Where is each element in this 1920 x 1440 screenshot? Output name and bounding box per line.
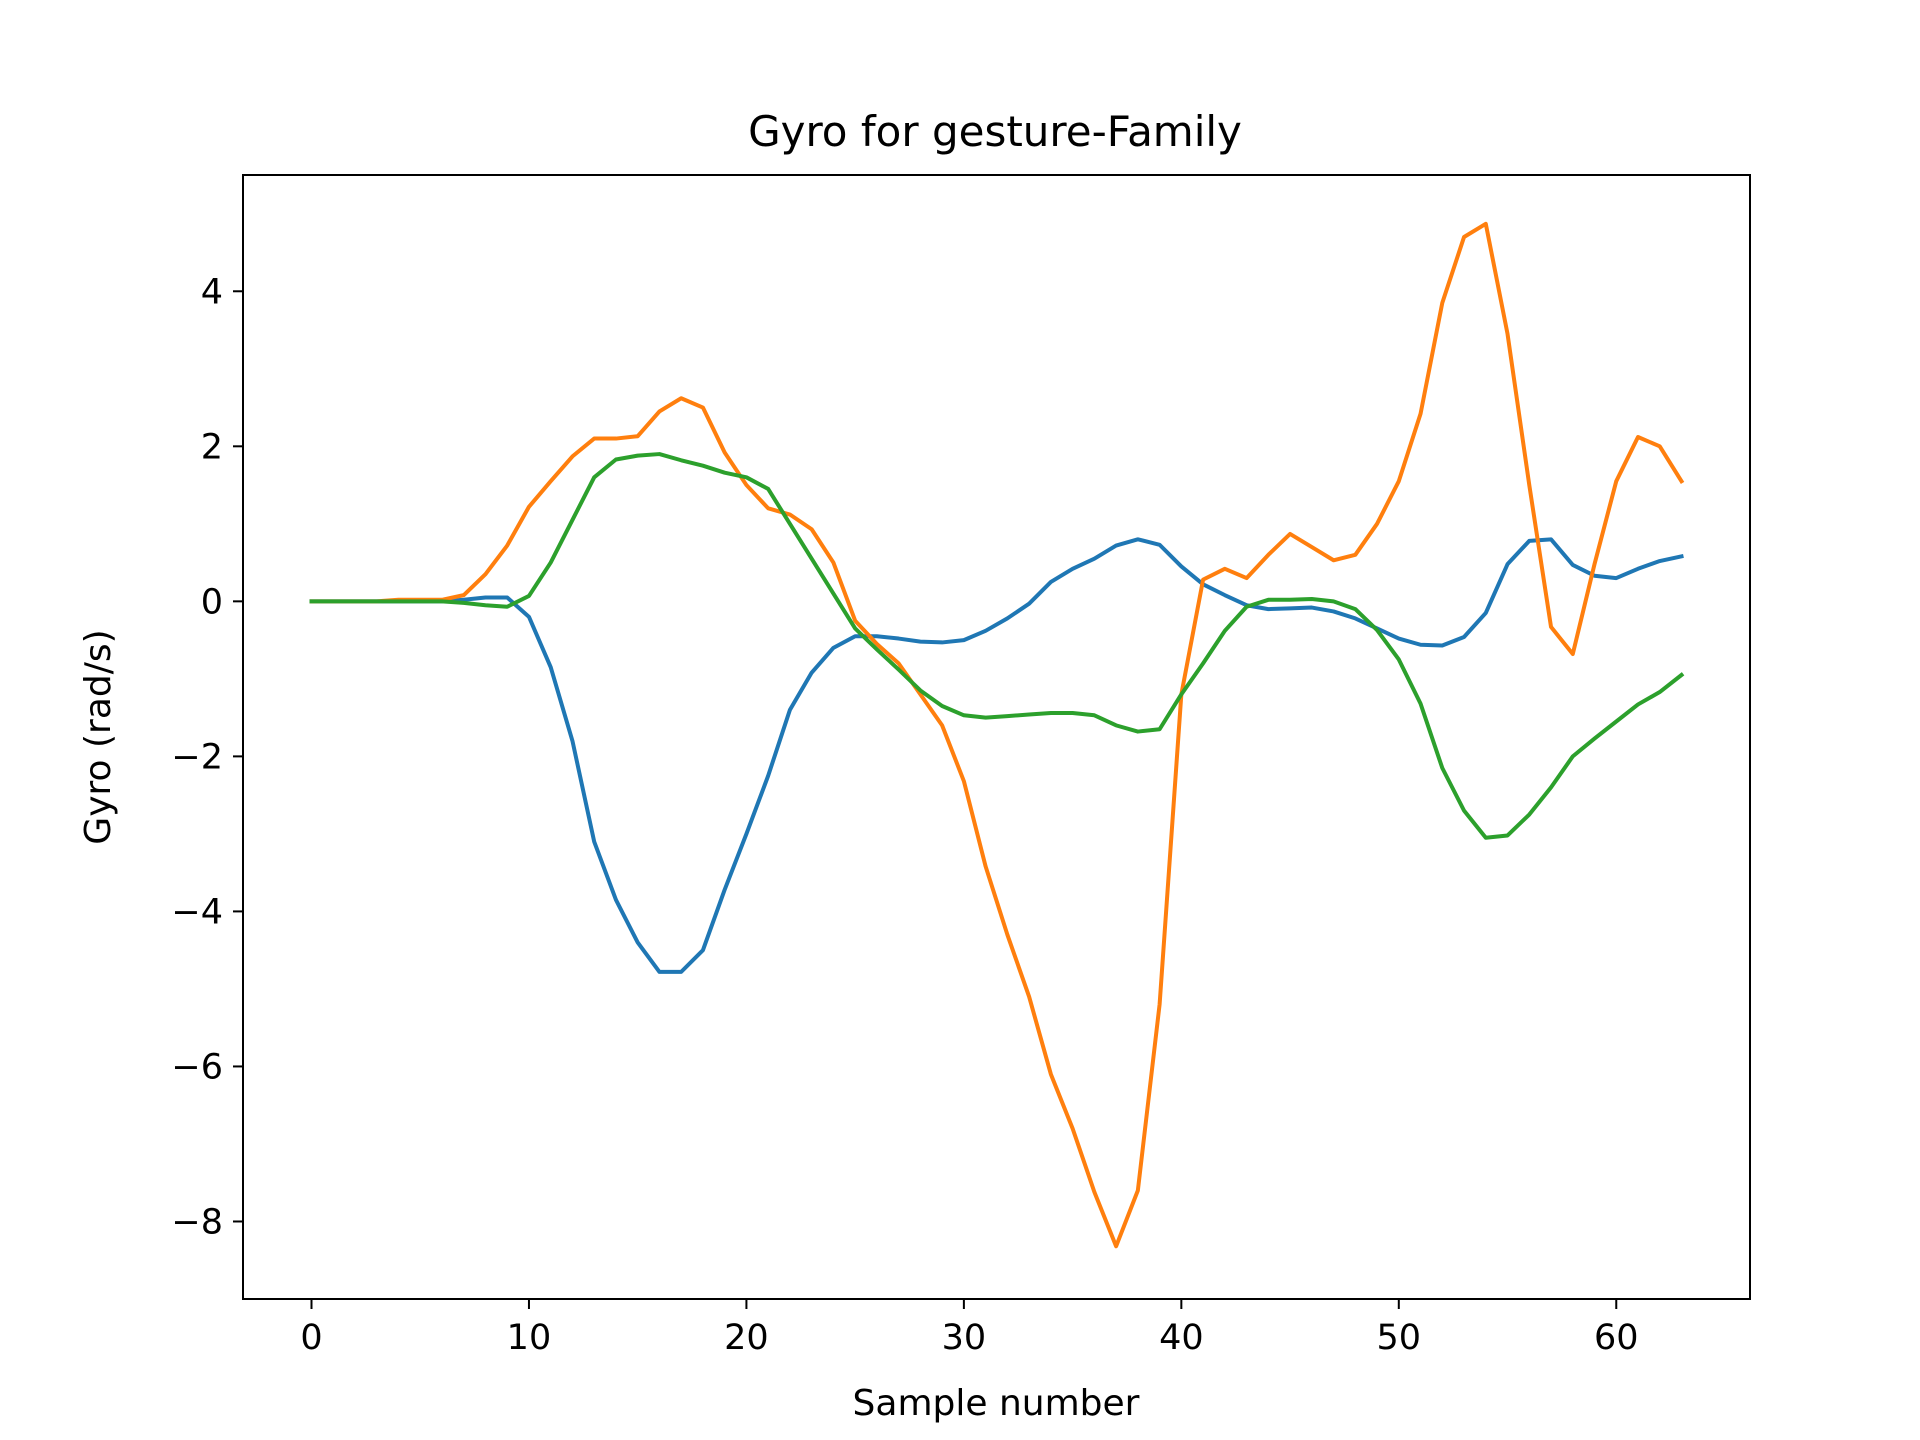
- x-tick-label: 40: [1159, 1318, 1204, 1358]
- series-line-3: [309, 452, 1685, 840]
- chart-title: Gyro for gesture-Family: [748, 107, 1242, 156]
- y-tick-label: −6: [171, 1047, 223, 1087]
- series-line-1: [309, 537, 1684, 974]
- y-axis-label: Gyro (rad/s): [78, 629, 119, 844]
- series-lines: [309, 221, 1685, 1249]
- y-tick-label: −2: [171, 737, 223, 777]
- x-tick-label: 20: [724, 1318, 769, 1358]
- y-tick-label: −4: [171, 892, 223, 932]
- x-axis-label: Sample number: [853, 1383, 1140, 1424]
- x-tick-label: 50: [1377, 1318, 1422, 1358]
- x-axis-ticks: 0 10 20 30 40 50 60: [300, 1299, 1639, 1358]
- series-line-2: [309, 221, 1685, 1249]
- plot-frame: [242, 174, 1751, 1300]
- y-tick-label: 4: [201, 272, 223, 312]
- y-axis-ticks: −8 −6 −4 −2 0 2 4: [171, 272, 243, 1242]
- y-tick-label: −8: [171, 1202, 223, 1242]
- x-tick-label: 60: [1594, 1318, 1639, 1358]
- x-tick-label: 30: [942, 1318, 987, 1358]
- y-tick-label: 0: [201, 582, 223, 622]
- x-tick-label: 10: [507, 1318, 552, 1358]
- x-tick-label: 0: [300, 1318, 322, 1358]
- y-tick-label: 2: [201, 427, 223, 467]
